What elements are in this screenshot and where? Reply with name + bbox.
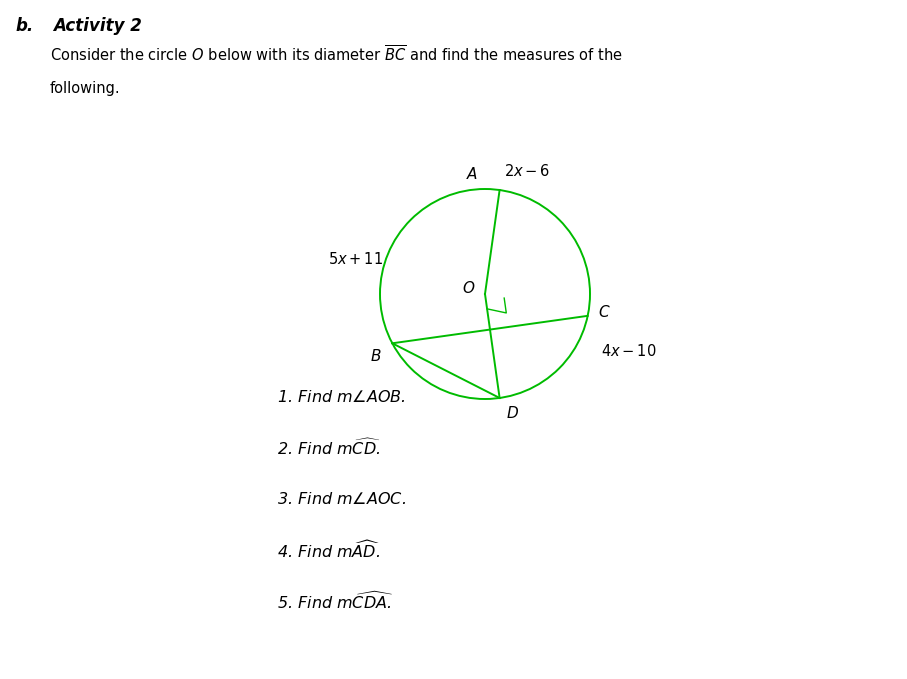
- Text: $5x+11$: $5x+11$: [328, 251, 384, 267]
- Text: b.: b.: [15, 17, 34, 35]
- Text: 3. Find m$\angle AOC$.: 3. Find m$\angle AOC$.: [277, 491, 405, 507]
- Text: 1. Find m$\angle AOB$.: 1. Find m$\angle AOB$.: [277, 389, 405, 405]
- Text: Activity 2: Activity 2: [54, 17, 142, 35]
- Text: $4x-10$: $4x-10$: [601, 343, 657, 359]
- Text: $2x-6$: $2x-6$: [504, 163, 551, 179]
- Text: 2. Find m$\widehat{CD}$.: 2. Find m$\widehat{CD}$.: [277, 438, 380, 458]
- Text: C: C: [599, 305, 610, 320]
- Text: D: D: [507, 406, 519, 421]
- Text: following.: following.: [50, 81, 121, 96]
- Text: O: O: [463, 281, 474, 296]
- Text: 5. Find m$\widehat{CDA}$.: 5. Find m$\widehat{CDA}$.: [277, 590, 393, 612]
- Text: A: A: [466, 167, 477, 182]
- Text: B: B: [371, 349, 382, 364]
- Text: 4. Find m$\widehat{AD}$.: 4. Find m$\widehat{AD}$.: [277, 539, 380, 561]
- Text: Consider the circle $\mathit{O}$ below with its diameter $\overline{BC}$ and fin: Consider the circle $\mathit{O}$ below w…: [50, 44, 623, 65]
